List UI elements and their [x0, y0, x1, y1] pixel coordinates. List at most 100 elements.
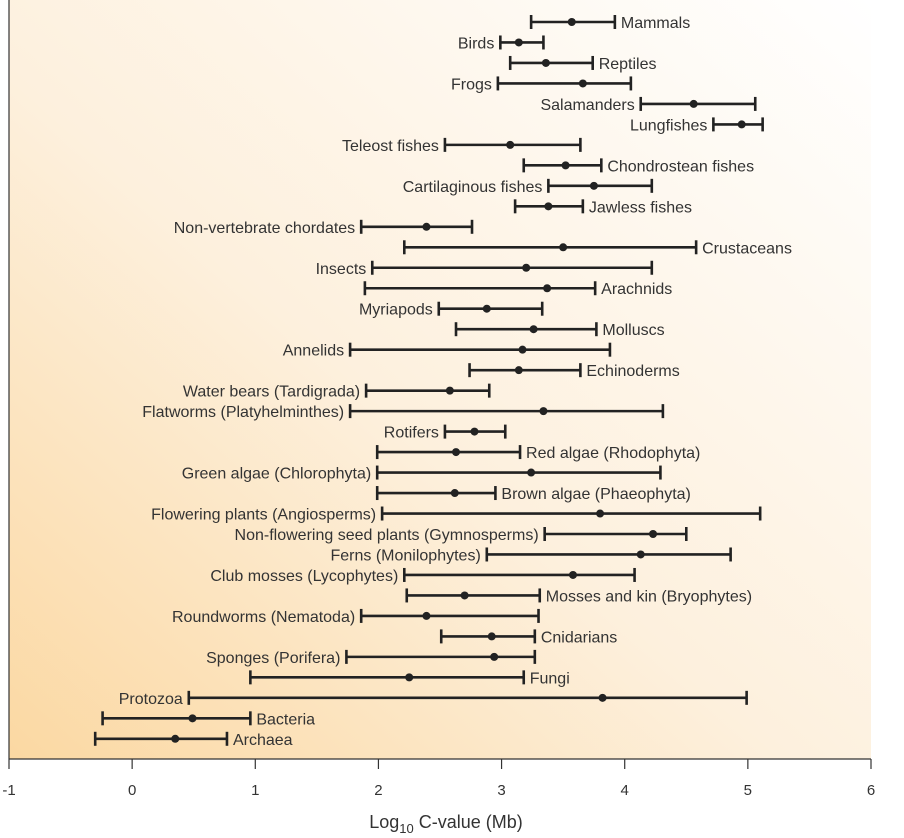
- series-label: Insects: [316, 261, 367, 278]
- mean-point: [568, 570, 577, 579]
- mean-point: [567, 18, 576, 26]
- x-axis-title-main: Log: [369, 812, 399, 832]
- mean-point: [737, 120, 746, 129]
- range-row: Rotifers: [384, 424, 507, 442]
- mean-point: [482, 304, 491, 313]
- range-row: Jawless fishes: [513, 199, 692, 216]
- series-label: Myriapods: [359, 302, 433, 319]
- series-label: Non-flowering seed plants (Gymnosperms): [235, 527, 539, 544]
- mean-point: [452, 448, 461, 457]
- series-label: Green algae (Chlorophyta): [182, 466, 371, 483]
- mean-point: [689, 99, 698, 108]
- series-label: Molluscs: [602, 322, 664, 339]
- series-label: Brown algae (Phaeophyta): [501, 486, 690, 503]
- series-label: Jawless fishes: [589, 199, 692, 216]
- series-label: Cnidarians: [541, 629, 617, 646]
- range-row: Club mosses (Lycophytes): [210, 567, 636, 585]
- series-label: Club mosses (Lycophytes): [210, 568, 398, 585]
- range-row: Crustaceans: [402, 240, 792, 257]
- range-row: Roundworms (Nematoda): [172, 608, 540, 626]
- series-label: Reptiles: [599, 56, 657, 73]
- mean-point: [529, 325, 538, 334]
- range-row: Birds: [458, 35, 545, 52]
- mean-point: [543, 284, 552, 293]
- series-label: Echinoderms: [586, 363, 679, 380]
- mean-point: [514, 38, 523, 47]
- mean-point: [544, 202, 553, 211]
- series-label: Chondrostean fishes: [607, 158, 754, 175]
- range-row: Cartilaginous fishes: [403, 178, 654, 196]
- range-row: Water bears (Tardigrada): [183, 383, 491, 401]
- range-row: Bacteria: [101, 711, 315, 728]
- series-label: Flatworms (Platyhelminthes): [142, 404, 344, 421]
- mean-point: [598, 693, 607, 702]
- x-tick-label: 1: [251, 782, 259, 799]
- series-label: Salamanders: [540, 97, 634, 114]
- range-row: Flowering plants (Angiosperms): [151, 506, 762, 524]
- series-label: Water bears (Tardigrada): [183, 384, 360, 401]
- series-label: Annelids: [283, 343, 344, 360]
- range-row: Protozoa: [119, 690, 748, 708]
- range-row: Red algae (Rhodophyta): [375, 445, 700, 462]
- series-label: Cartilaginous fishes: [403, 179, 543, 196]
- mean-point: [171, 734, 180, 743]
- mean-point: [522, 263, 531, 272]
- series-label: Roundworms (Nematoda): [172, 609, 355, 626]
- range-row: Teleost fishes: [342, 137, 582, 155]
- series-label: Frogs: [451, 76, 492, 93]
- mean-point: [527, 468, 536, 477]
- mean-point: [460, 591, 469, 600]
- x-axis-ticks: -1 0 1 2 3 4 5 6: [2, 759, 875, 799]
- x-tick-label: 2: [374, 782, 382, 799]
- x-tick-label: 6: [867, 782, 875, 799]
- series-label: Non-vertebrate chordates: [174, 220, 355, 237]
- mean-point: [539, 407, 548, 416]
- mean-point: [578, 79, 587, 88]
- series-label: Lungfishes: [630, 117, 707, 134]
- mean-point: [450, 489, 459, 498]
- range-row: Salamanders: [540, 96, 757, 114]
- range-row: Brown algae (Phaeophyta): [375, 486, 691, 503]
- range-row: Non-flowering seed plants (Gymnosperms): [235, 527, 688, 544]
- mean-point: [487, 632, 496, 641]
- series-label: Archaea: [233, 732, 293, 749]
- range-row: Non-vertebrate chordates: [174, 219, 474, 237]
- range-row: Lungfishes: [630, 117, 764, 134]
- mean-point: [589, 181, 598, 190]
- x-tick-label: 3: [497, 782, 505, 799]
- x-axis-title-rest: C-value (Mb): [414, 812, 523, 832]
- x-tick-label: -1: [2, 782, 15, 799]
- mean-point: [541, 58, 550, 67]
- mean-point: [506, 140, 515, 149]
- range-row: Chondrostean fishes: [522, 158, 754, 175]
- range-bars: Mammals Birds Reptiles Frogs Salamanders Lung…: [93, 15, 792, 749]
- range-row: Cnidarians: [439, 629, 617, 646]
- range-row: Ferns (Monilophytes): [331, 547, 732, 564]
- range-row: Mosses and kin (Bryophytes): [405, 588, 752, 605]
- range-row: Molluscs: [454, 322, 665, 339]
- mean-point: [445, 386, 454, 395]
- range-row: Insects: [316, 260, 654, 278]
- mean-point: [422, 611, 431, 620]
- series-label: Sponges (Porifera): [206, 650, 340, 667]
- range-row: Myriapods: [359, 301, 544, 319]
- range-row: Annelids: [283, 342, 612, 360]
- series-label: Bacteria: [256, 711, 315, 728]
- mean-point: [470, 427, 479, 436]
- series-label: Ferns (Monilophytes): [331, 547, 481, 564]
- x-tick-label: 0: [128, 782, 136, 799]
- series-label: Mosses and kin (Bryophytes): [546, 588, 752, 605]
- range-row: Flatworms (Platyhelminthes): [142, 404, 665, 421]
- mean-point: [514, 366, 523, 375]
- x-axis-title-subscript: 10: [399, 821, 413, 836]
- series-label: Arachnids: [601, 281, 672, 298]
- mean-point: [559, 243, 568, 252]
- range-row: Echinoderms: [468, 363, 680, 380]
- range-row: Fungi: [249, 670, 570, 687]
- range-row: Arachnids: [363, 281, 672, 298]
- x-tick-label: 5: [744, 782, 752, 799]
- series-label: Birds: [458, 35, 494, 52]
- mean-point: [405, 673, 414, 682]
- range-row: Reptiles: [508, 55, 657, 73]
